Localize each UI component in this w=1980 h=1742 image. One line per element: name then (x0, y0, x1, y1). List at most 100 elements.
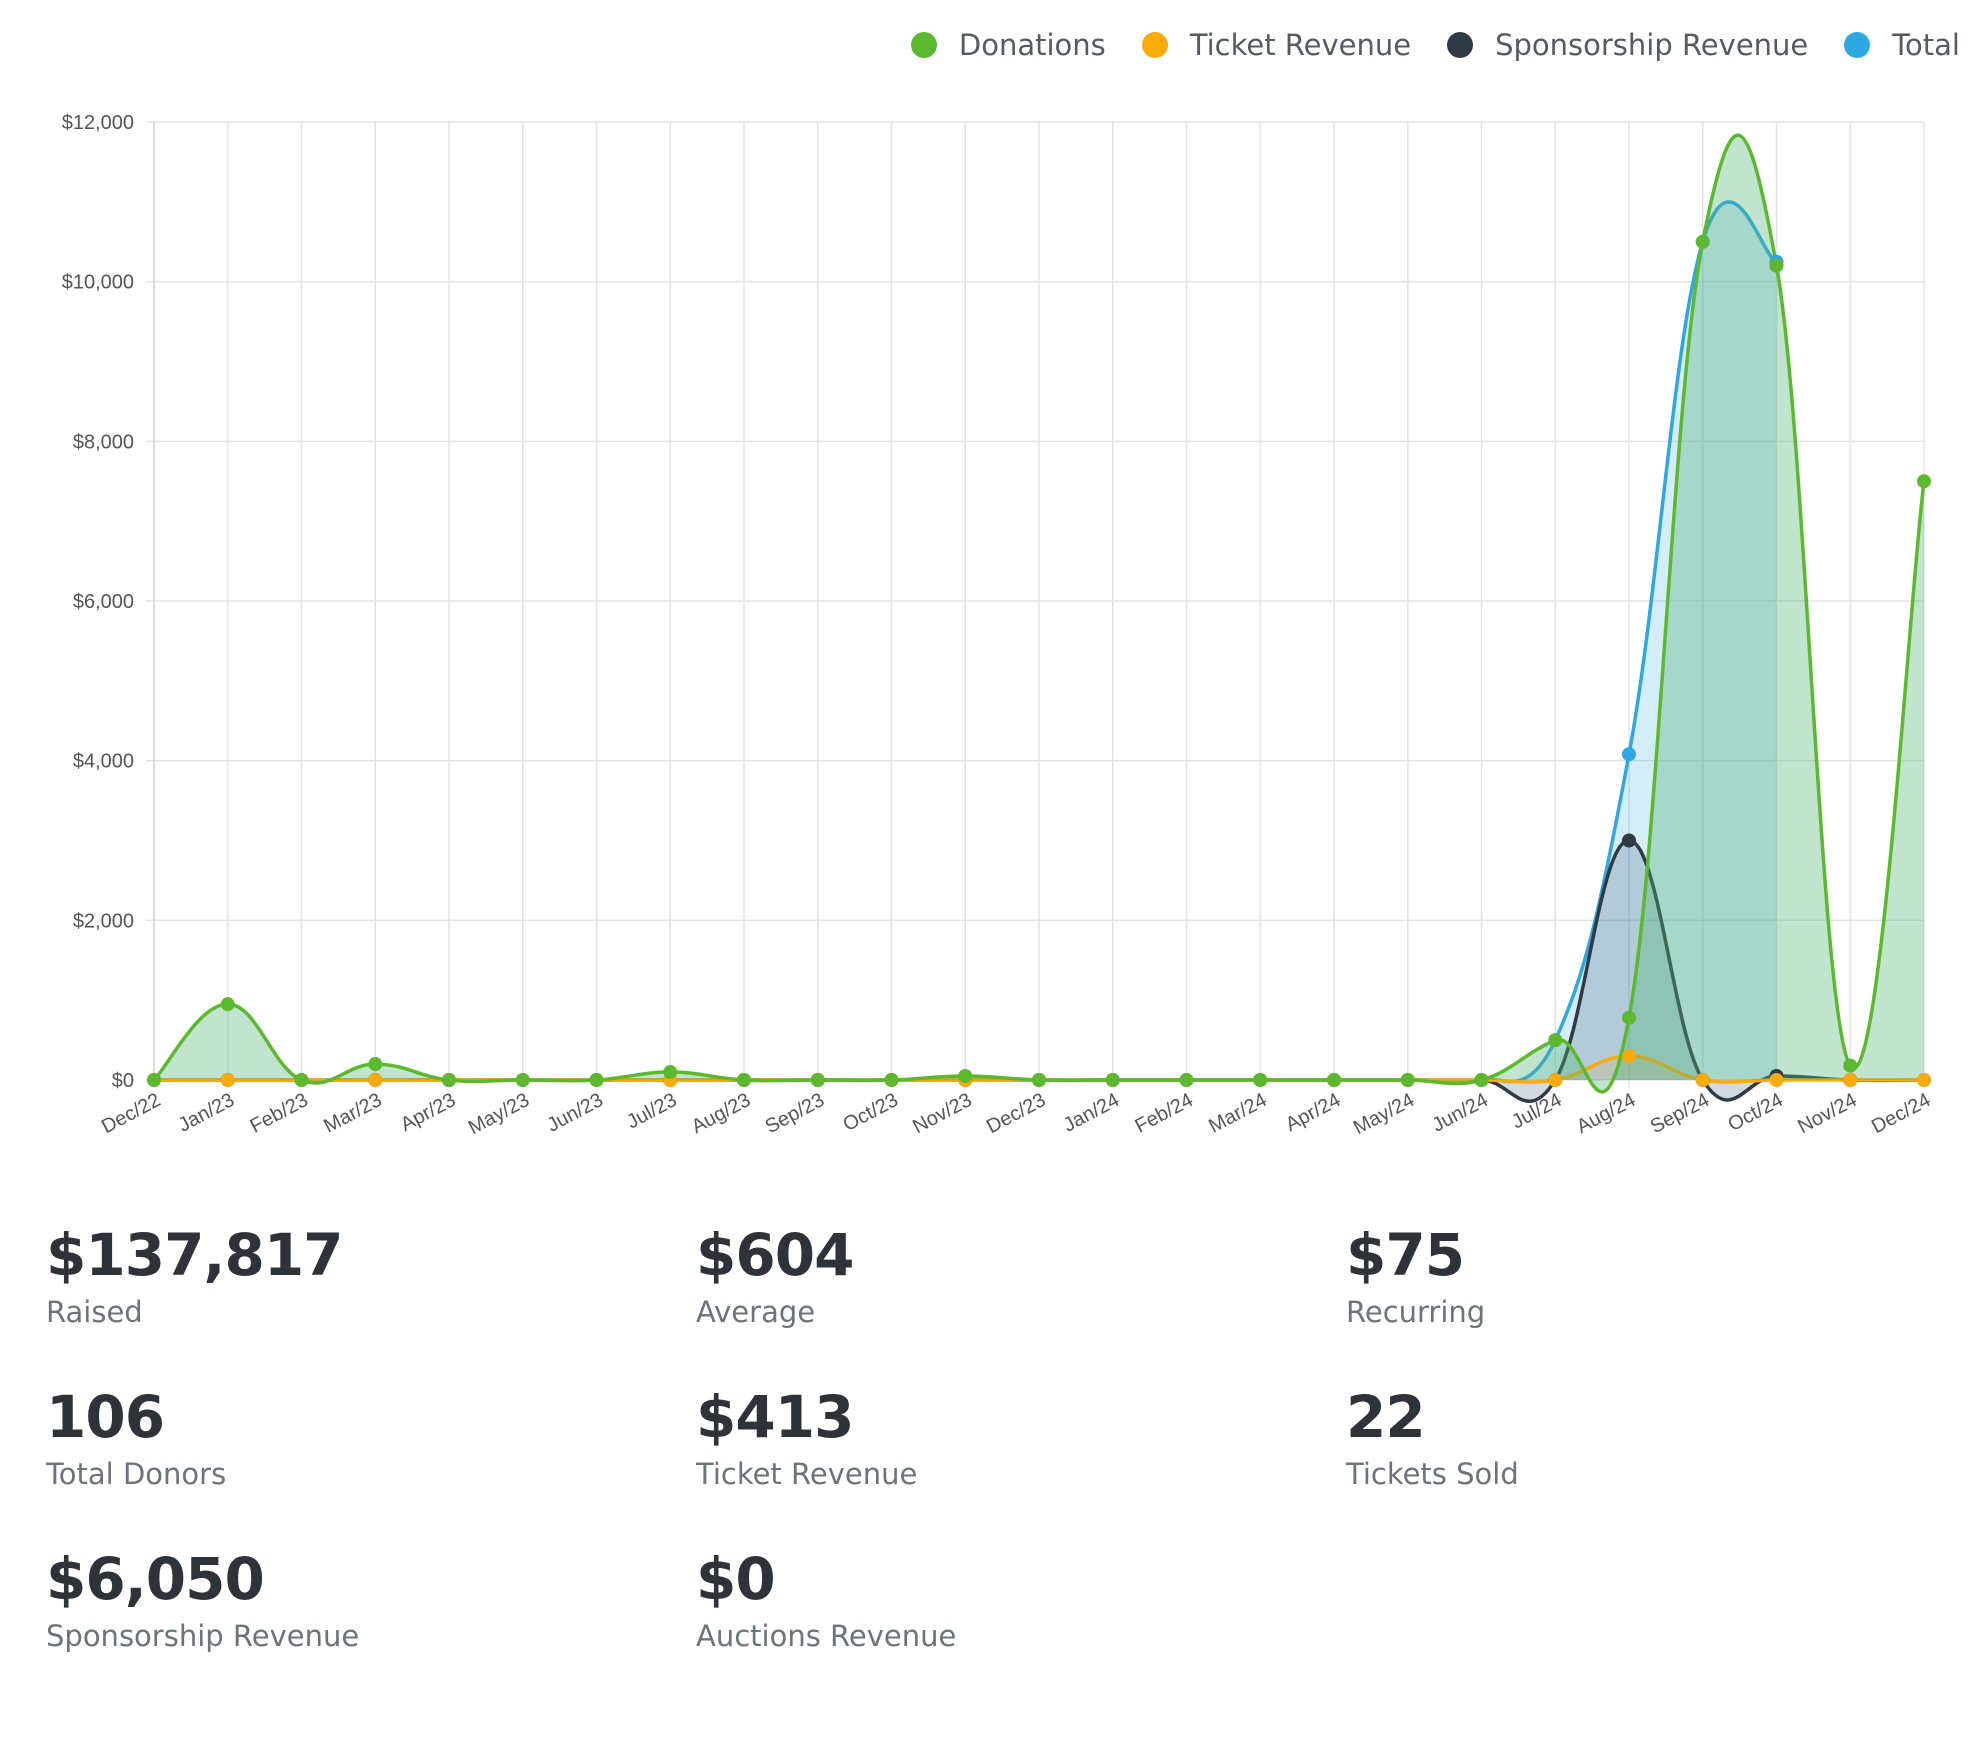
x-tick-label: Jul/23 (623, 1089, 680, 1133)
y-tick-label: $8,000 (73, 431, 134, 453)
series-line-donations (152, 133, 1926, 1094)
data-point-donations (442, 1073, 456, 1087)
x-tick-label: Mar/23 (320, 1089, 385, 1138)
x-tick-label: Nov/23 (909, 1089, 975, 1138)
x-tick-label: Feb/24 (1132, 1089, 1197, 1138)
data-point-donations (1253, 1073, 1268, 1087)
data-point-donations (1105, 1073, 1120, 1087)
revenue-chart: $0 $2,000 $4,000 $6,000 $8,000 $10,000 $12,000… (62, 112, 1935, 1139)
series-area-donations (154, 135, 1924, 1092)
y-tick-label: $4,000 (73, 751, 134, 773)
data-point-ticket-revenue (368, 1073, 383, 1087)
stat-label: Sponsorship Revenue (46, 1619, 360, 1653)
x-tick-label: May/24 (1350, 1089, 1418, 1139)
y-tick-label: $6,000 (73, 591, 134, 613)
legend-label: Sponsorship Revenue (1495, 28, 1809, 62)
x-tick-label: Jan/24 (1060, 1089, 1123, 1137)
legend-dot-icon (1141, 32, 1168, 58)
data-point-donations (294, 1073, 309, 1087)
stat-value: $6,050 (46, 1545, 265, 1613)
legend-item-sponsorship-revenue[interactable]: Sponsorship Revenue (1447, 28, 1808, 62)
data-point-ticket-revenue (1917, 1073, 1931, 1087)
legend-label: Total (1892, 28, 1960, 62)
x-tick-label: Jan/23 (175, 1089, 238, 1137)
stat-auctions-revenue: $0 Auctions Revenue (696, 1544, 1346, 1656)
chart-legend: Donations Ticket Revenue Sponsorship Rev… (875, 28, 1960, 62)
x-tick-label: Dec/22 (98, 1089, 164, 1138)
stat-value: 22 (1346, 1383, 1426, 1451)
legend-dot-icon (1447, 32, 1474, 58)
stat-value: $137,817 (46, 1221, 344, 1289)
x-tick-label: Aug/24 (1573, 1089, 1639, 1138)
legend-dot-icon (1844, 32, 1871, 58)
data-point-donations (368, 1057, 383, 1072)
stat-value: $75 (1346, 1221, 1465, 1289)
data-point-donations (1400, 1073, 1415, 1087)
data-point-donations (810, 1073, 825, 1087)
x-tick-label: Sep/23 (762, 1089, 828, 1138)
data-point-donations (1917, 474, 1931, 489)
series-area-total (1481, 201, 1777, 1082)
x-tick-label: Sep/24 (1647, 1089, 1713, 1138)
legend-item-ticket-revenue[interactable]: Ticket Revenue (1141, 28, 1412, 62)
stat-label: Tickets Sold (1346, 1457, 1519, 1491)
x-tick-label: Nov/24 (1794, 1089, 1860, 1138)
data-point-donations (1843, 1058, 1858, 1073)
data-point-donations (1327, 1073, 1341, 1087)
y-tick-label: $0 (112, 1070, 134, 1092)
x-tick-label: Jun/24 (1428, 1089, 1491, 1137)
stat-label: Auctions Revenue (696, 1619, 957, 1653)
x-tick-label: Feb/23 (247, 1089, 312, 1138)
data-point-donations (1474, 1073, 1489, 1087)
y-tick-label: $12,000 (62, 112, 134, 134)
data-point-donations (220, 997, 235, 1012)
data-point-donations (1179, 1073, 1194, 1087)
stat-average: $604 Average (696, 1220, 1346, 1332)
data-point-donations (1695, 234, 1710, 249)
stat-value: $413 (696, 1383, 854, 1451)
legend-item-total[interactable]: Total (1844, 28, 1960, 62)
x-tick-label: Apr/23 (397, 1089, 459, 1136)
stat-raised: $137,817 Raised (46, 1220, 696, 1332)
data-point-donations (589, 1073, 604, 1087)
x-tick-label: May/23 (465, 1089, 533, 1139)
stat-value: $604 (696, 1221, 854, 1289)
legend-dot-icon (910, 32, 937, 58)
stat-value: 106 (46, 1383, 165, 1451)
x-tick-label: Dec/23 (983, 1089, 1049, 1138)
data-point-sponsorship-revenue (1622, 833, 1636, 848)
x-tick-label: Aug/23 (688, 1089, 754, 1138)
data-point-ticket-revenue (1622, 1049, 1636, 1064)
stat-label: Average (696, 1295, 816, 1329)
x-tick-label: Jun/23 (543, 1089, 606, 1137)
legend-item-donations[interactable]: Donations (910, 28, 1106, 62)
stat-value: $0 (696, 1545, 776, 1613)
legend-label: Ticket Revenue (1189, 28, 1412, 62)
y-tick-label: $10,000 (62, 272, 134, 294)
stat-sponsorship-revenue: $6,050 Sponsorship Revenue (46, 1544, 696, 1656)
data-point-donations (958, 1069, 973, 1084)
data-point-donations (147, 1073, 161, 1087)
stat-recurring: $75 Recurring (1346, 1220, 1946, 1332)
data-point-donations (663, 1065, 678, 1080)
data-point-donations (737, 1073, 751, 1087)
data-point-ticket-revenue (1548, 1073, 1563, 1087)
legend-label: Donations (958, 28, 1106, 62)
stat-tickets-sold: 22 Tickets Sold (1346, 1382, 1946, 1494)
data-point-donations (1548, 1033, 1563, 1048)
y-tick-label: $2,000 (73, 910, 134, 932)
data-point-donations (884, 1073, 899, 1087)
x-tick-label: Apr/24 (1282, 1089, 1344, 1136)
x-tick-label: Oct/23 (839, 1089, 901, 1136)
stat-label: Recurring (1346, 1295, 1486, 1329)
data-point-ticket-revenue (220, 1073, 235, 1087)
stat-label: Ticket Revenue (696, 1457, 918, 1491)
data-point-ticket-revenue (1843, 1073, 1858, 1087)
x-tick-label: Mar/24 (1205, 1089, 1270, 1138)
data-point-ticket-revenue (1695, 1073, 1710, 1087)
data-point-donations (1032, 1073, 1046, 1087)
data-point-donations (515, 1073, 530, 1087)
data-point-donations (1769, 258, 1784, 273)
stats-grid: $137,817 Raised $604 Average $75 Recurri… (46, 1220, 1946, 1656)
stat-total-donors: 106 Total Donors (46, 1382, 696, 1494)
